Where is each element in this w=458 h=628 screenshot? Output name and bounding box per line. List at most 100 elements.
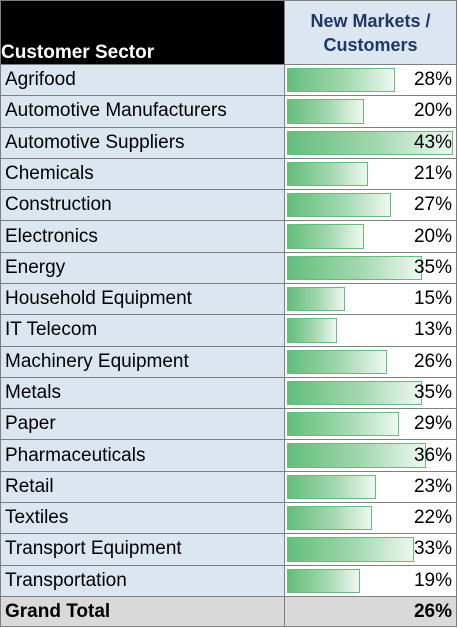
sector-cell[interactable]: Transportation [0, 564, 285, 597]
sector-name: Retail [5, 475, 54, 497]
table-row: Pharmaceuticals 36% [0, 439, 457, 472]
table-row: Paper 29% [0, 408, 457, 441]
sector-cell[interactable]: Construction [0, 189, 285, 222]
sector-name: IT Telecom [5, 319, 98, 341]
metric-cell[interactable]: 43% [284, 126, 457, 159]
table-row: Household Equipment 15% [0, 282, 457, 316]
metric-cell[interactable]: 15% [284, 282, 457, 316]
data-bar [287, 474, 376, 499]
metric-cell[interactable]: 21% [284, 157, 457, 191]
metric-value: 33% [413, 538, 452, 560]
sector-cell[interactable]: Energy [0, 251, 285, 284]
data-bar [287, 380, 422, 406]
sector-name: Electronics [5, 225, 98, 247]
sector-cell[interactable]: Paper [0, 408, 285, 441]
header-sector-label: Customer Sector [1, 42, 155, 63]
sector-cell[interactable]: IT Telecom [0, 314, 285, 347]
metric-value: 35% [413, 256, 452, 278]
metric-cell[interactable]: 36% [284, 439, 457, 472]
metric-value: 15% [413, 288, 452, 310]
data-bar [287, 568, 360, 593]
sector-cell[interactable]: Machinery Equipment [0, 345, 285, 378]
grand-total-value-cell[interactable]: 26% [284, 596, 457, 627]
data-bar [287, 193, 391, 218]
metric-value: 20% [413, 225, 452, 247]
table-row: Metals 35% [0, 376, 457, 410]
metric-cell[interactable]: 29% [284, 408, 457, 441]
data-bar [287, 161, 368, 187]
metric-value: 28% [413, 69, 452, 91]
header-new-markets[interactable]: New Markets / Customers [284, 0, 457, 65]
data-bar [287, 286, 345, 312]
sector-cell[interactable]: Electronics [0, 220, 285, 253]
metric-value: 26% [413, 350, 452, 372]
metric-cell[interactable]: 20% [284, 95, 457, 128]
table-row: IT Telecom 13% [0, 314, 457, 347]
sector-cell[interactable]: Household Equipment [0, 282, 285, 316]
table-row: Textiles 22% [0, 501, 457, 535]
sector-cell[interactable]: Automotive Suppliers [0, 126, 285, 159]
metric-value: 20% [413, 100, 452, 122]
metric-cell[interactable]: 13% [284, 314, 457, 347]
sector-cell[interactable]: Pharmaceuticals [0, 439, 285, 472]
sector-name: Automotive Manufacturers [5, 100, 227, 122]
table-row: Automotive Manufacturers 20% [0, 95, 457, 128]
sector-cell[interactable]: Transport Equipment [0, 533, 285, 566]
data-bar [287, 537, 414, 562]
table-row: Energy 35% [0, 251, 457, 284]
sector-cell[interactable]: Chemicals [0, 157, 285, 191]
metric-value: 19% [413, 569, 452, 591]
metric-value: 43% [413, 131, 452, 153]
table-row: Automotive Suppliers 43% [0, 126, 457, 159]
data-bar [287, 68, 395, 93]
sector-name: Paper [5, 413, 56, 435]
sector-name: Metals [5, 381, 61, 403]
metric-cell[interactable]: 26% [284, 345, 457, 378]
table-row: Construction 27% [0, 189, 457, 222]
table-row: Chemicals 21% [0, 157, 457, 191]
header-metric-line2: Customers [323, 34, 418, 55]
data-bar [287, 99, 364, 124]
metric-value: 13% [413, 319, 452, 341]
sector-cell[interactable]: Automotive Manufacturers [0, 95, 285, 128]
metric-cell[interactable]: 22% [284, 501, 457, 535]
metric-value: 29% [413, 413, 452, 435]
metric-cell[interactable]: 19% [284, 564, 457, 597]
table-row: Electronics 20% [0, 220, 457, 253]
metric-cell[interactable]: 35% [284, 251, 457, 284]
data-bar [287, 443, 426, 468]
sector-cell[interactable]: Agrifood [0, 63, 285, 97]
header-row: Customer Sector New Markets / Customers [0, 0, 457, 65]
metric-cell[interactable]: 33% [284, 533, 457, 566]
sector-name: Automotive Suppliers [5, 131, 185, 153]
data-bar [287, 255, 422, 280]
table-row: Transport Equipment 33% [0, 533, 457, 566]
sector-name: Pharmaceuticals [5, 444, 146, 466]
metric-cell[interactable]: 28% [284, 63, 457, 97]
grand-total-row: Grand Total 26% [0, 596, 457, 627]
sector-name: Textiles [5, 507, 69, 529]
sector-name: Machinery Equipment [5, 350, 189, 372]
metric-value: 35% [413, 381, 452, 403]
metric-cell[interactable]: 35% [284, 376, 457, 410]
metric-value: 21% [413, 162, 452, 184]
header-metric-line1: New Markets / [310, 10, 431, 31]
data-bar [287, 505, 372, 531]
sector-cell[interactable]: Textiles [0, 501, 285, 535]
sector-name: Chemicals [5, 162, 94, 184]
table-row: Transportation 19% [0, 564, 457, 597]
data-bar [287, 224, 364, 249]
sector-name: Energy [5, 256, 66, 278]
metric-value: 27% [413, 194, 452, 216]
metric-cell[interactable]: 20% [284, 220, 457, 253]
sector-name: Transportation [5, 569, 127, 591]
header-customer-sector[interactable]: Customer Sector [0, 0, 285, 65]
metric-cell[interactable]: 27% [284, 189, 457, 222]
metric-cell[interactable]: 23% [284, 470, 457, 503]
sector-cell[interactable]: Metals [0, 376, 285, 410]
sector-cell[interactable]: Retail [0, 470, 285, 503]
grand-total-label-cell[interactable]: Grand Total [0, 596, 285, 627]
data-bar [287, 412, 399, 437]
metric-value: 23% [413, 475, 452, 497]
